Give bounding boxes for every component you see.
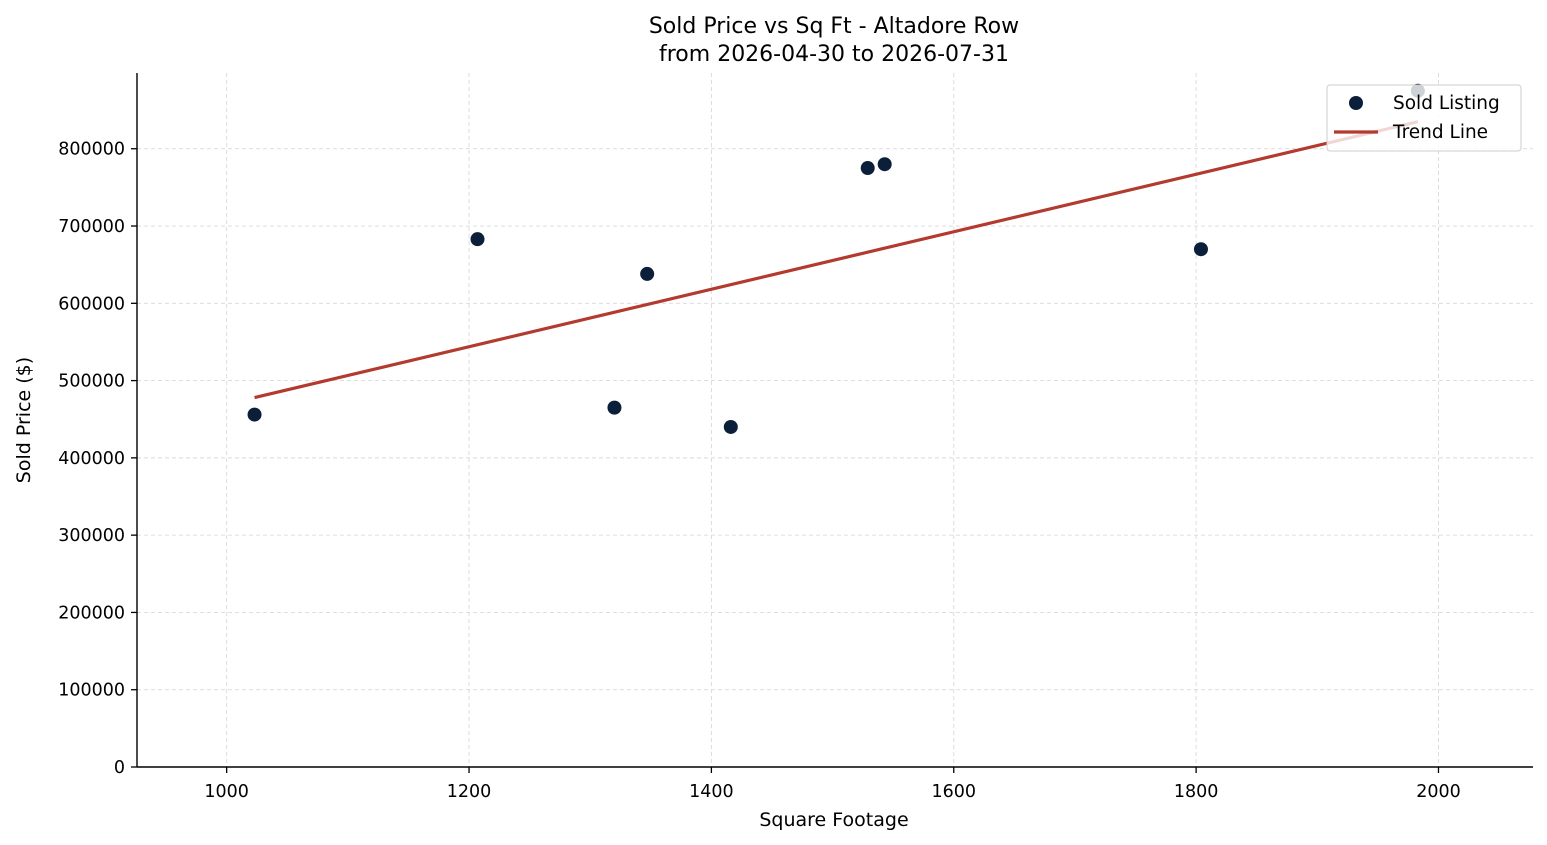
y-axis-label: Sold Price ($) (13, 357, 35, 483)
legend-box (1326, 84, 1522, 152)
chart-subtitle: from 2026-04-30 to 2026-07-31 (659, 42, 1009, 67)
scatter-point (247, 407, 262, 422)
text-layer: Sold Price vs Sq Ft - Altadore Row from … (13, 14, 1019, 831)
trend-line (254, 120, 1419, 400)
scatter-point (607, 400, 622, 415)
grid-layer (137, 73, 1533, 768)
scatter-point (470, 232, 485, 247)
legend-marker-sold-listing (1349, 96, 1363, 110)
x-tick-label: 1800 (1174, 782, 1219, 802)
legend: Sold Listing Trend Line (1326, 84, 1522, 152)
y-tick-label: 600000 (58, 294, 125, 314)
x-axis-label: Square Footage (759, 809, 908, 831)
x-tick-label: 1000 (204, 782, 249, 802)
x-tick-label: 1400 (689, 782, 734, 802)
scatter-point (640, 266, 655, 281)
scatter-point (877, 157, 892, 172)
series-layer (247, 83, 1425, 434)
scatter-point (1193, 242, 1208, 257)
y-tick-label: 700000 (58, 217, 125, 237)
y-tick-label: 200000 (58, 603, 125, 623)
legend-label-sold-listing: Sold Listing (1393, 93, 1500, 114)
chart-title: Sold Price vs Sq Ft - Altadore Row (649, 14, 1019, 39)
y-tick-label: 500000 (58, 372, 125, 392)
y-tick-label: 100000 (58, 681, 125, 701)
axes-layer: 1000 1200 1400 1600 1800 2000 0 100000 200000 300… (58, 73, 1533, 802)
scatter-point (860, 161, 875, 176)
y-tick-label: 400000 (58, 449, 125, 469)
x-tick-label: 1600 (931, 782, 976, 802)
legend-label-trend-line: Trend Line (1392, 122, 1488, 143)
scatter-point (723, 419, 738, 434)
y-tick-label: 800000 (58, 140, 125, 160)
x-tick-label: 1200 (447, 782, 492, 802)
y-tick-label: 300000 (58, 526, 125, 546)
x-tick-label: 2000 (1416, 782, 1461, 802)
y-tick-label: 0 (114, 758, 125, 778)
